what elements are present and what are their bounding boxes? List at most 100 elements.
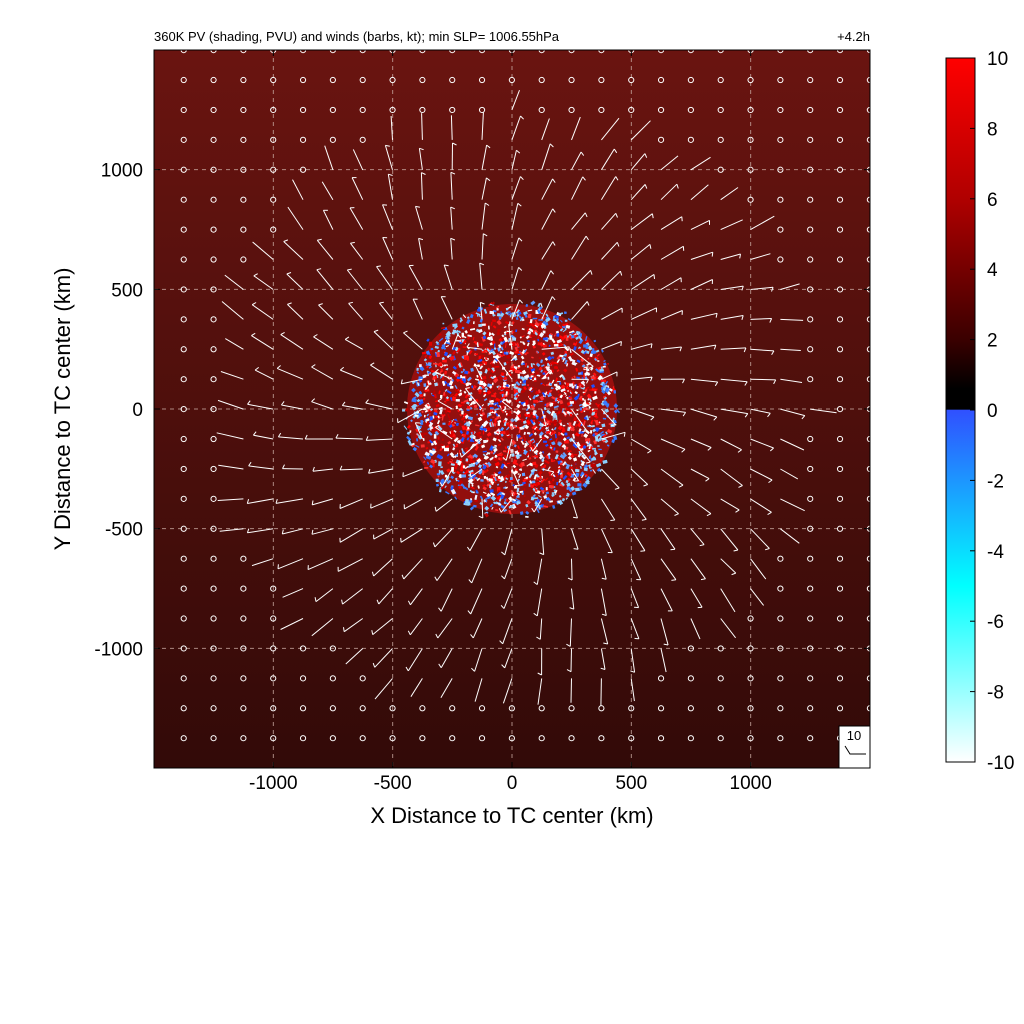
wind-barb-staff — [434, 371, 453, 380]
pv-cell — [486, 331, 490, 337]
calm-wind-circle — [210, 465, 217, 473]
pv-cell — [475, 312, 481, 316]
pv-cell — [595, 409, 598, 413]
wind-barb-staff — [311, 366, 334, 380]
calm-wind-circle — [538, 735, 545, 742]
calm-wind-circle — [359, 675, 366, 682]
wind-barb-staff — [601, 408, 616, 426]
pv-cell — [470, 367, 474, 372]
pv-cell — [466, 430, 470, 435]
pv-cell — [425, 350, 431, 355]
pv-cell — [469, 411, 473, 414]
pv-cell — [560, 388, 566, 393]
pv-cell — [573, 395, 579, 401]
pv-cell — [437, 436, 440, 440]
pv-cell — [460, 437, 465, 442]
pv-cell — [463, 420, 466, 423]
pv-cell — [512, 459, 518, 465]
calm-wind-circle — [657, 106, 665, 114]
pv-cell — [416, 398, 421, 403]
pv-cell — [517, 365, 520, 368]
pv-cell — [529, 318, 533, 324]
pv-cell — [414, 435, 418, 439]
pv-cell — [519, 490, 524, 494]
pv-cell — [425, 360, 429, 363]
pv-cell — [447, 413, 451, 419]
wind-barb-staff — [409, 618, 423, 636]
pv-cell — [495, 465, 499, 469]
pv-cell — [510, 453, 515, 457]
pv-cell — [596, 433, 601, 438]
pv-cell — [555, 455, 559, 459]
calm-wind-circle — [807, 495, 814, 502]
pv-cell — [428, 365, 433, 369]
pv-cell — [449, 341, 455, 346]
pv-cell — [475, 431, 481, 438]
pv-cell — [462, 484, 466, 489]
wind-barb-staff — [511, 90, 520, 111]
pv-cell — [488, 478, 493, 482]
pv-cell — [586, 444, 589, 447]
wind-barb-staff — [450, 115, 453, 140]
calm-wind-circle — [807, 435, 814, 443]
pv-cell — [539, 472, 542, 478]
calm-wind-circle — [777, 166, 784, 173]
pv-cell — [446, 453, 450, 457]
pv-cell — [416, 438, 419, 442]
pv-cell — [484, 505, 490, 511]
pv-cell — [563, 332, 566, 336]
pv-cell — [578, 348, 582, 352]
calm-wind-circle — [687, 76, 694, 84]
calm-wind-circle — [747, 645, 754, 652]
pv-cell — [556, 481, 559, 486]
pv-cell — [535, 351, 538, 354]
pv-cell — [562, 461, 567, 467]
pv-cell — [497, 443, 502, 446]
pv-cell — [580, 358, 585, 363]
pv-cell — [560, 343, 564, 347]
wind-barb-staff — [660, 558, 677, 580]
pv-cell — [499, 351, 503, 354]
pv-cell — [588, 405, 591, 409]
wind-barb-flag — [311, 529, 314, 535]
wind-barb-flag — [468, 579, 473, 584]
wind-barb-staff — [376, 266, 393, 290]
pv-cell — [583, 416, 588, 420]
wind-barb-staff — [720, 528, 739, 551]
wind-barb-flag — [304, 434, 308, 440]
pv-cell — [559, 453, 566, 460]
pv-cell — [467, 330, 471, 334]
pv-cell — [422, 437, 425, 441]
pv-cell — [540, 478, 546, 484]
wind-barb-flag — [341, 401, 346, 406]
wind-barb-staff — [600, 528, 613, 553]
pv-cell — [542, 372, 546, 375]
pv-cell — [594, 356, 599, 361]
wind-barb-flag — [713, 344, 717, 350]
wind-barb-flag — [314, 597, 317, 602]
pv-cell — [474, 494, 478, 500]
pv-cell — [600, 401, 605, 406]
pv-cell — [486, 431, 492, 437]
pv-cell — [584, 336, 588, 341]
pv-cell — [423, 383, 427, 387]
wind-barb-flag — [277, 432, 282, 438]
pv-cell — [583, 433, 589, 438]
pv-cell — [587, 357, 590, 360]
wind-barb-flag — [573, 548, 579, 550]
pv-cell — [531, 455, 534, 458]
pv-cell — [521, 418, 524, 423]
pv-cell — [489, 360, 494, 365]
wind-barb-staff — [660, 408, 686, 413]
pv-cell — [524, 374, 530, 379]
pv-cell — [527, 404, 531, 409]
pv-cell — [579, 444, 584, 449]
pv-cell — [481, 470, 485, 476]
calm-wind-circle — [449, 735, 456, 742]
pv-cell — [580, 380, 586, 386]
pv-cell — [482, 416, 488, 421]
wind-barb-flag — [550, 471, 555, 476]
wind-barb-flag — [287, 302, 292, 305]
pv-cell — [452, 329, 457, 334]
